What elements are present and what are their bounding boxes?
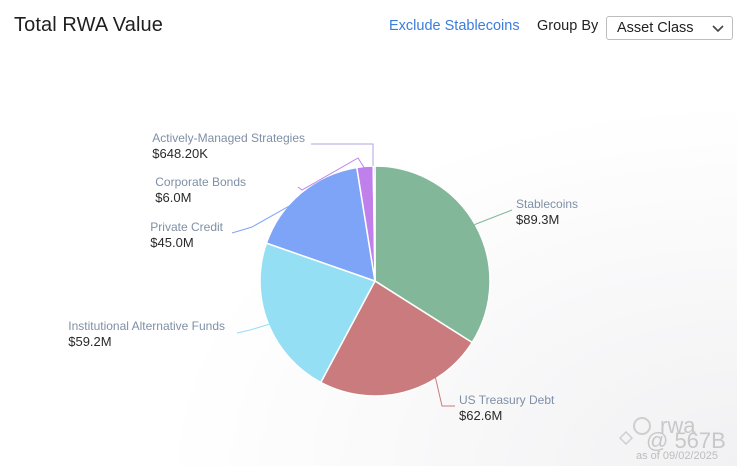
- leader-line: [297, 157, 366, 191]
- slice-label-value: $648.20K: [152, 146, 208, 161]
- pie-slice-us-treasury-debt[interactable]: [319, 279, 474, 397]
- slice-label-value: $45.0M: [150, 235, 193, 250]
- leader-line: [236, 323, 271, 334]
- watermark-brand: rwa: [660, 413, 696, 438]
- slice-label-name: Institutional Alternative Funds: [68, 319, 225, 333]
- pie-slice-actively-managed-strategies[interactable]: [372, 165, 376, 282]
- slice-label-value: $89.3M: [516, 212, 559, 227]
- slice-label-name: Actively-Managed Strategies: [152, 131, 305, 145]
- group-by-select[interactable]: Asset Class: [606, 16, 733, 40]
- watermark-logo-icon: [618, 417, 651, 446]
- slice-label-name: Private Credit: [150, 220, 223, 234]
- leader-line: [457, 209, 513, 237]
- slice-label-name: US Treasury Debt: [459, 393, 555, 407]
- slice-label-name: Corporate Bonds: [155, 175, 246, 189]
- exclude-stablecoins-link[interactable]: Exclude Stablecoins: [389, 18, 520, 34]
- pie-slice-institutional-alternative-funds[interactable]: [259, 242, 377, 384]
- slice-label-value: $59.2M: [68, 334, 111, 349]
- leader-line: [432, 366, 455, 407]
- watermark: rwa @ 567B as of 09/02/2025: [618, 413, 726, 462]
- watermark-handle: @ 567B: [646, 428, 726, 453]
- group-by-label: Group By: [537, 18, 599, 34]
- page-title: Total RWA Value: [14, 14, 163, 36]
- group-by-value: Asset Class: [617, 20, 694, 36]
- watermark-date: as of 09/02/2025: [636, 450, 718, 462]
- leader-line: [231, 191, 315, 234]
- chevron-down-icon: [712, 25, 724, 33]
- slice-label-name: Stablecoins: [516, 197, 578, 211]
- slice-label-value: $62.6M: [459, 408, 502, 423]
- leader-line: [311, 143, 374, 166]
- pie-slice-private-credit[interactable]: [265, 166, 376, 283]
- slice-label-value: $6.0M: [155, 190, 191, 205]
